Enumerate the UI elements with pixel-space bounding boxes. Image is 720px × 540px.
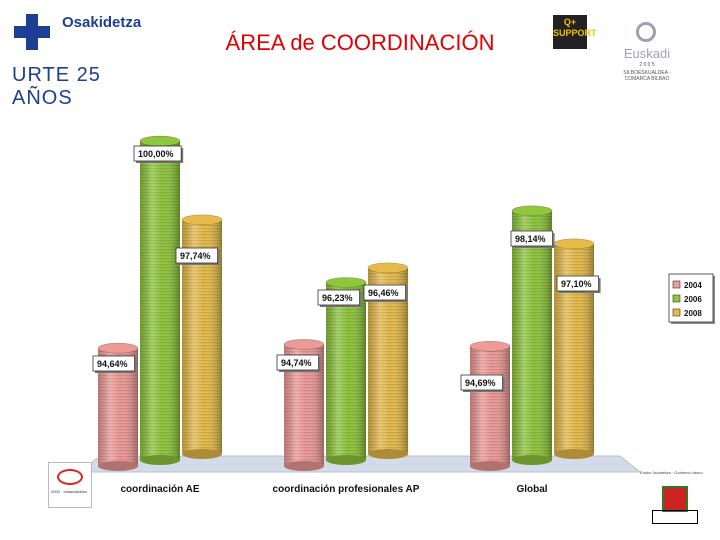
osakidetza-cross-icon bbox=[12, 12, 52, 52]
legend-item-2006: 2006 bbox=[672, 294, 702, 304]
org-name: Osakidetza bbox=[62, 14, 142, 31]
bar-2006-1 bbox=[139, 135, 181, 465]
svg-text:2006: 2006 bbox=[684, 295, 702, 304]
certification-plate bbox=[652, 510, 698, 524]
euskadi-award-logo: Euskadi 2 0 0 5 SILBOESKUALDEA · COMARCA… bbox=[614, 20, 680, 90]
bar-2006-3 bbox=[511, 205, 553, 465]
category-label-1: coordinación AE bbox=[120, 484, 199, 495]
data-label-2008-3: 97,10% bbox=[556, 275, 601, 293]
bar-2004-3 bbox=[469, 340, 511, 471]
data-label-2004-2: 94,74% bbox=[276, 354, 321, 372]
bar-2008-3 bbox=[553, 238, 595, 459]
svg-text:97,10%: 97,10% bbox=[561, 279, 592, 289]
anniversary-text: URTE 25 AÑOS bbox=[12, 64, 101, 109]
svg-text:94,64%: 94,64% bbox=[97, 359, 128, 369]
svg-text:94,74%: 94,74% bbox=[281, 358, 312, 368]
data-label-2006-2: 96,23% bbox=[317, 289, 362, 307]
legend-item-2008: 2008 bbox=[672, 308, 702, 318]
footer-left-logo: 2000 · oihanzaldeko bbox=[48, 462, 92, 508]
footer-right-logo: Eusko Jaurlaritza · Gobierno Vasco bbox=[640, 470, 710, 526]
data-label-2008-2: 96,46% bbox=[363, 284, 408, 302]
footer-right-text: Eusko Jaurlaritza · Gobierno Vasco bbox=[640, 470, 703, 475]
svg-text:100,00%: 100,00% bbox=[138, 149, 174, 159]
svg-text:94,69%: 94,69% bbox=[465, 378, 496, 388]
data-label-2004-3: 94,69% bbox=[460, 374, 505, 392]
category-label-3: Global bbox=[516, 484, 547, 495]
svg-text:98,14%: 98,14% bbox=[515, 234, 546, 244]
award-year: 2 0 0 5 bbox=[639, 62, 655, 68]
data-label-2006-1: 100,00% bbox=[133, 145, 184, 163]
coat-of-arms-icon bbox=[662, 486, 688, 512]
award-ring-icon bbox=[636, 22, 656, 42]
category-label-2: coordinación profesionales AP bbox=[273, 484, 420, 495]
page-title: ÁREA de COORDINACIÓN bbox=[225, 30, 495, 55]
oval-icon bbox=[57, 469, 83, 485]
award-subtitle: SILBOESKUALDEA · COMARCA BILBAO bbox=[623, 70, 671, 82]
osakidetza-logo: Osakidetza URTE 25 AÑOS bbox=[12, 12, 152, 109]
svg-text:2008: 2008 bbox=[684, 309, 702, 318]
svg-text:97,74%: 97,74% bbox=[180, 251, 211, 261]
data-label-2006-3: 98,14% bbox=[510, 230, 555, 248]
svg-text:2004: 2004 bbox=[684, 281, 702, 290]
legend-item-2004: 2004 bbox=[672, 280, 702, 290]
award-name: Euskadi bbox=[623, 46, 671, 61]
svg-text:96,23%: 96,23% bbox=[322, 293, 353, 303]
svg-text:96,46%: 96,46% bbox=[368, 288, 399, 298]
data-label-2008-1: 97,74% bbox=[175, 247, 220, 265]
bar-2006-2 bbox=[325, 277, 367, 465]
footer-left-text: 2000 · oihanzaldeko bbox=[51, 489, 88, 494]
data-label-2004-1: 94,64% bbox=[92, 355, 137, 373]
quality-badge: Q+ SUPPORT bbox=[553, 15, 597, 49]
